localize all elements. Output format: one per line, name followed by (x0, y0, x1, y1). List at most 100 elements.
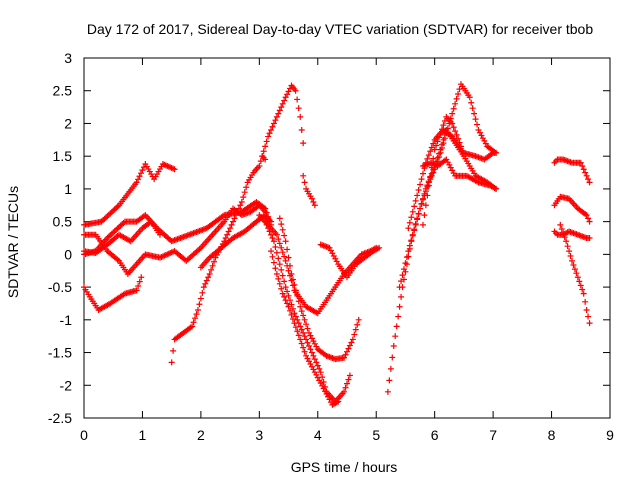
data-point (238, 199, 245, 205)
data-point (576, 278, 583, 285)
series-I (268, 248, 342, 408)
data-point (424, 192, 431, 199)
y-tick-label: 2.5 (53, 83, 73, 99)
data-point (273, 249, 280, 256)
data-point (376, 244, 383, 251)
data-point (270, 238, 277, 245)
data-point (411, 203, 418, 210)
data-point (108, 230, 115, 237)
series-N (317, 241, 383, 281)
data-point (197, 295, 204, 302)
data-point (317, 380, 324, 387)
data-point (276, 107, 283, 114)
data-point (285, 88, 292, 95)
x-tick-label: 3 (255, 427, 263, 443)
x-tick-label: 4 (314, 427, 322, 443)
data-point (170, 347, 177, 354)
data-point (98, 218, 105, 225)
data-point (278, 221, 285, 228)
data-point (306, 329, 313, 336)
data-point (384, 388, 391, 395)
y-tick-label: 2 (64, 115, 72, 131)
data-point (345, 345, 352, 352)
data-point (189, 323, 196, 330)
data-point (203, 277, 210, 284)
data-point (453, 95, 460, 102)
data-point (428, 170, 435, 177)
data-point (398, 278, 405, 285)
y-tick-label: -1.5 (48, 345, 72, 361)
data-point (228, 221, 235, 228)
data-point (450, 170, 457, 177)
data-point (227, 225, 234, 232)
data-point (295, 332, 302, 339)
y-axis: -2.5 -2 -1.5 -1 -0.5 0 0.5 1 1.5 2 2.5 3 (48, 50, 610, 426)
data-point (482, 140, 489, 147)
data-point (304, 325, 311, 332)
y-tick-label: 1.5 (53, 148, 73, 164)
data-point (243, 184, 250, 191)
data-point (259, 153, 266, 160)
data-point (342, 384, 349, 391)
y-tick-label: -0.5 (48, 279, 72, 295)
data-point (273, 231, 280, 238)
data-point (234, 208, 241, 215)
data-point (396, 284, 403, 291)
data-point (438, 141, 445, 148)
data-point (585, 313, 592, 320)
data-point (279, 290, 286, 297)
data-point (136, 278, 143, 285)
x-tick-label: 7 (489, 427, 497, 443)
series-G (197, 212, 275, 271)
data-point (225, 228, 232, 235)
data-point (301, 179, 308, 186)
data-point (408, 237, 415, 244)
data-point (415, 210, 422, 217)
data-point (453, 131, 460, 138)
data-point (282, 284, 289, 291)
data-point (260, 148, 267, 155)
data-point (289, 305, 296, 312)
series-S (419, 113, 464, 228)
data-point (276, 215, 283, 222)
data-point (303, 336, 310, 343)
data-point (418, 200, 425, 207)
data-point (403, 254, 410, 261)
data-point (289, 276, 296, 283)
data-point (202, 280, 209, 287)
data-point (262, 143, 269, 150)
data-point (409, 208, 416, 215)
data-point (449, 120, 456, 127)
data-point (301, 348, 308, 355)
data-point (300, 329, 307, 336)
data-point (354, 321, 361, 328)
data-point (402, 260, 409, 267)
data-point (425, 152, 432, 159)
data-point (138, 274, 145, 281)
x-axis: 0 1 2 3 4 5 6 7 8 9 (80, 58, 614, 443)
data-point (101, 215, 108, 222)
y-tick-label: 0.5 (53, 214, 73, 230)
data-point (284, 300, 291, 307)
data-point (196, 301, 203, 308)
y-tick-label: 3 (64, 50, 72, 66)
data-point (110, 229, 117, 236)
series-H (256, 212, 380, 317)
data-point (273, 271, 280, 277)
data-point (300, 140, 307, 147)
data-point (136, 173, 143, 180)
data-point (493, 149, 500, 156)
data-point (346, 342, 353, 349)
y-tick-label: -2.5 (48, 410, 72, 426)
data-point (276, 261, 283, 268)
data-point (395, 313, 402, 320)
data-point (278, 104, 285, 111)
data-point (561, 234, 568, 241)
data-point (405, 248, 412, 255)
data-point (583, 307, 590, 313)
x-tick-label: 6 (431, 427, 439, 443)
data-point (256, 163, 263, 169)
data-point (586, 218, 593, 225)
data-point (412, 197, 419, 204)
data-point (301, 316, 308, 323)
